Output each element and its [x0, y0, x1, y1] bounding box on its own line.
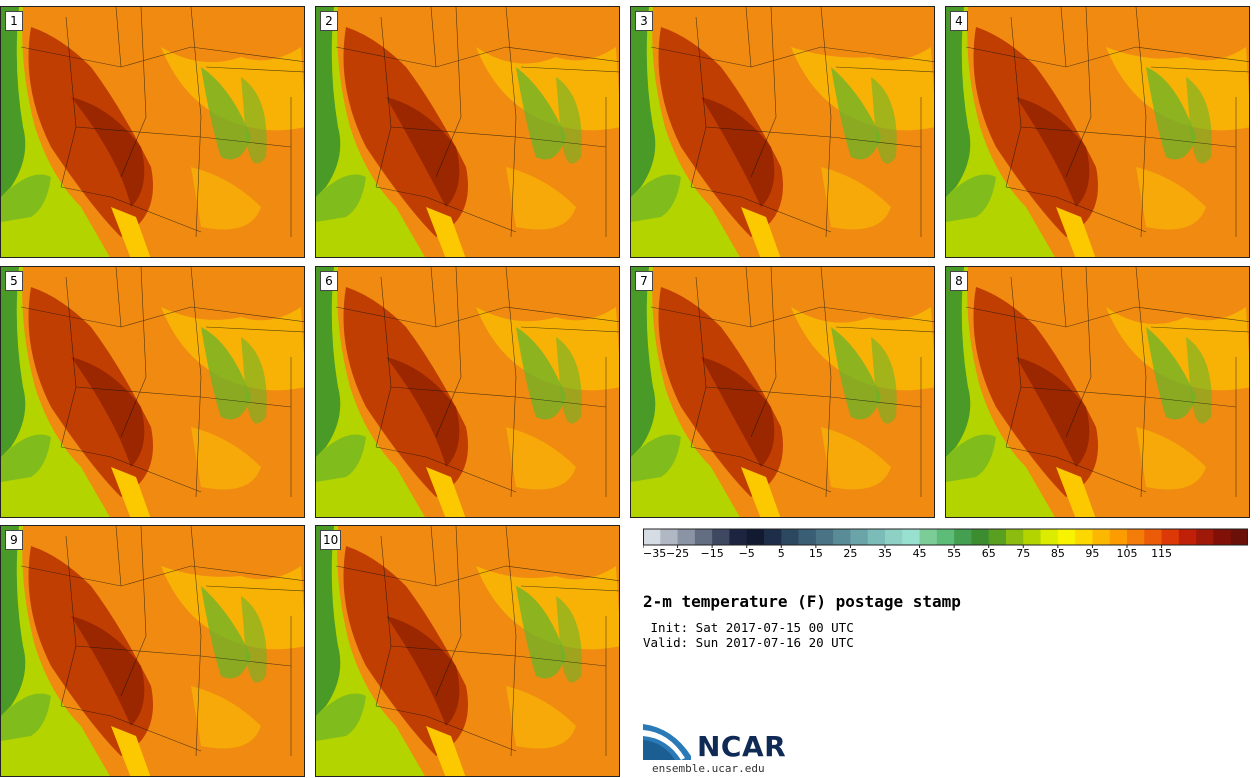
member-panel: 9 [0, 525, 305, 777]
colorbar-swatch [1006, 529, 1024, 545]
ncar-logo-icon [643, 724, 691, 760]
member-panel: 10 [315, 525, 620, 777]
colorbar-swatch [885, 529, 903, 545]
temperature-map [1, 267, 304, 517]
colorbar-swatch [643, 529, 661, 545]
colorbar-swatch [746, 529, 765, 545]
member-number: 2 [320, 11, 338, 31]
member-number: 3 [635, 11, 653, 31]
colorbar-tick-label: 105 [1117, 547, 1138, 558]
colorbar-swatch [971, 529, 990, 545]
member-number: 6 [320, 271, 338, 291]
colorbar-tick-label: 15 [809, 547, 823, 558]
colorbar-tick-label: 55 [947, 547, 961, 558]
colorbar-swatch [936, 529, 955, 545]
member-panel: 7 [630, 266, 935, 518]
colorbar-swatch [1178, 529, 1197, 545]
member-number: 1 [5, 11, 23, 31]
member-number: 4 [950, 11, 968, 31]
member-number: 7 [635, 271, 653, 291]
colorbar-tick-label: 5 [778, 547, 785, 558]
colorbar-tick-label: 45 [913, 547, 927, 558]
colorbar-swatch [1127, 529, 1145, 545]
member-panel: 3 [630, 6, 935, 258]
colorbar-tick-label: 25 [843, 547, 857, 558]
colorbar-tick-label: 85 [1051, 547, 1065, 558]
colorbar-swatch [850, 529, 869, 545]
member-number: 9 [5, 530, 23, 550]
colorbar-swatch [729, 529, 748, 545]
valid-time: Valid: Sun 2017-07-16 20 UTC [643, 635, 854, 650]
colorbar-swatch [1161, 529, 1180, 545]
logo-wordmark: NCAR [697, 730, 787, 763]
colorbar-tick-label: 35 [878, 547, 892, 558]
temperature-colorbar: −35 −25 −15 −5 5 15 25 35 45 55 65 75 85 95 105 115 [643, 528, 1248, 558]
colorbar-swatch [660, 529, 679, 545]
colorbar-swatch [988, 529, 1007, 545]
colorbar-tick-label: −5 [739, 547, 755, 558]
member-panel: 1 [0, 6, 305, 258]
colorbar-swatch [954, 529, 972, 545]
colorbar-swatch [1023, 529, 1042, 545]
temperature-map [316, 526, 619, 776]
temperature-map [946, 7, 1249, 257]
colorbar-swatch [815, 529, 834, 545]
colorbar-swatch [677, 529, 696, 545]
colorbar-swatch [1230, 529, 1248, 545]
temperature-map [316, 267, 619, 517]
colorbar-swatch [1075, 529, 1093, 545]
colorbar-frame [643, 528, 1248, 546]
member-panel: 6 [315, 266, 620, 518]
temperature-map [1, 7, 304, 257]
colorbar-swatch [1109, 529, 1128, 545]
member-panel: 4 [945, 6, 1250, 258]
temperature-map [631, 267, 934, 517]
colorbar-tick-label: 95 [1085, 547, 1099, 558]
init-time: Init: Sat 2017-07-15 00 UTC [643, 620, 854, 635]
temperature-map [316, 7, 619, 257]
colorbar-swatch [1057, 529, 1076, 545]
colorbar-swatch [1144, 529, 1163, 545]
colorbar-swatch [1213, 529, 1232, 545]
colorbar-swatch [919, 529, 938, 545]
member-panel: 8 [945, 266, 1250, 518]
colorbar-swatch [1092, 529, 1111, 545]
colorbar-tick-label: −25 [666, 547, 689, 558]
member-panel: 5 [0, 266, 305, 518]
colorbar-swatch [798, 529, 817, 545]
colorbar-swatch [833, 529, 851, 545]
temperature-map [631, 7, 934, 257]
colorbar-swatch [1196, 529, 1214, 545]
member-number: 10 [320, 530, 342, 550]
colorbar-swatch [781, 529, 800, 545]
colorbar-tick-label: 115 [1151, 547, 1172, 558]
colorbar-swatch [1040, 529, 1059, 545]
colorbar-swatch [902, 529, 921, 545]
colorbar-tick-label: −15 [701, 547, 724, 558]
colorbar-swatch [712, 529, 730, 545]
website-url: ensemble.ucar.edu [652, 762, 765, 775]
member-panel: 2 [315, 6, 620, 258]
temperature-map [946, 267, 1249, 517]
colorbar-swatch [694, 529, 713, 545]
colorbar-tick-label: 65 [982, 547, 996, 558]
colorbar-swatch [764, 529, 782, 545]
member-number: 5 [5, 271, 23, 291]
member-number: 8 [950, 271, 968, 291]
colorbar-tick-label: −35 [643, 547, 666, 558]
temperature-map [1, 526, 304, 776]
colorbar-tick-label: 75 [1016, 547, 1030, 558]
colorbar-swatch [867, 529, 886, 545]
plot-title: 2-m temperature (F) postage stamp [643, 592, 961, 611]
